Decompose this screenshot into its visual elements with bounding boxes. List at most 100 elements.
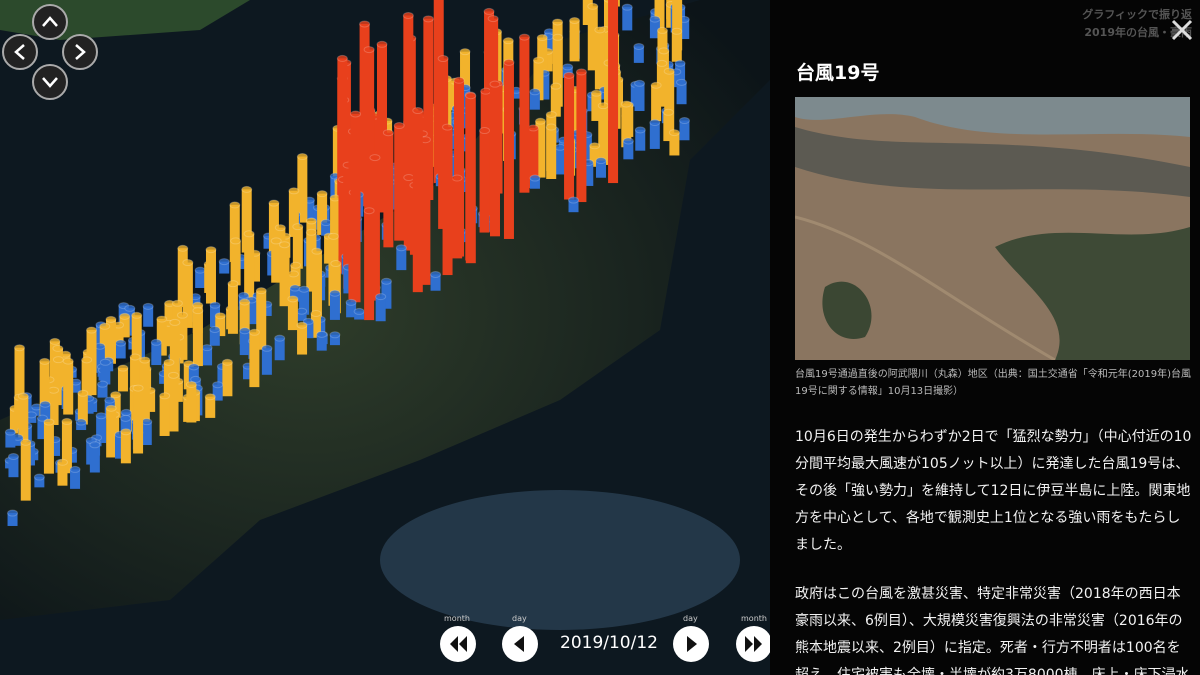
rain-column: [589, 142, 601, 167]
rain-column: [650, 81, 662, 122]
prev-day-button[interactable]: [502, 626, 538, 662]
rain-column: [194, 266, 206, 288]
photo-caption: 台風19号通過直後の阿武隈川（丸森）地区（出典：国土交通省「令和元年(2019年…: [795, 369, 1191, 397]
rain-column: [287, 295, 299, 331]
rain-column: [39, 357, 51, 431]
next-day-button[interactable]: [673, 626, 709, 662]
rain-column: [395, 244, 407, 271]
rain-column: [142, 302, 154, 327]
rain-column: [227, 280, 239, 334]
rain-column: [302, 317, 314, 339]
rain-column: [61, 417, 73, 474]
rain-column: [296, 153, 308, 223]
rain-column: [568, 196, 580, 213]
panel-title: 台風19号: [796, 62, 880, 84]
rain-column: [255, 287, 267, 350]
rain-column: [633, 42, 645, 63]
rain-column: [110, 391, 122, 418]
rain-column: [330, 260, 342, 314]
rain-column: [270, 237, 282, 283]
rain-column: [552, 33, 564, 107]
rain-column: [36, 414, 48, 440]
rain-column: [115, 339, 127, 359]
rain-column: [453, 76, 465, 257]
rain-column: [124, 304, 136, 336]
rain-column: [656, 59, 668, 107]
rain-column: [132, 384, 144, 454]
nav-up[interactable]: [32, 4, 68, 40]
rain-column: [663, 67, 675, 133]
rain-column: [590, 89, 602, 121]
next-month-label: month: [741, 614, 767, 623]
rain-column: [393, 122, 405, 241]
rain-column: [105, 315, 117, 364]
rain-column: [243, 230, 255, 301]
map: [0, 0, 770, 675]
rain-column: [329, 289, 341, 320]
rain-column: [48, 386, 60, 426]
rain-column: [139, 356, 151, 426]
rain-column: [403, 174, 415, 251]
rain-columns: [4, 0, 690, 526]
rain-column: [75, 418, 87, 431]
paragraph: 10月6日の発生からわずか2日で「猛烈な勢力」（中心付近の10分間平均最大風速が…: [795, 429, 1192, 553]
rain-column: [13, 344, 25, 408]
rain-column: [168, 371, 180, 432]
rain-column: [119, 312, 131, 338]
rain-column: [678, 117, 690, 141]
rain-column: [69, 465, 81, 489]
rain-column: [353, 307, 365, 320]
rain-column: [268, 199, 280, 270]
rain-column: [442, 123, 454, 276]
prev-month-button[interactable]: [440, 626, 476, 662]
rain-column: [363, 46, 375, 236]
nav-left[interactable]: [2, 34, 38, 70]
next-day-label: day: [683, 614, 698, 623]
nav-down[interactable]: [32, 64, 68, 100]
rain-column: [451, 174, 463, 259]
rain-column: [7, 452, 19, 478]
rain-column: [534, 117, 546, 178]
rain-column: [634, 79, 646, 111]
rain-column: [412, 107, 424, 293]
rain-column: [159, 392, 171, 436]
rain-column: [77, 389, 89, 425]
next-month-button[interactable]: [736, 626, 770, 662]
prev-day-label: day: [512, 614, 527, 623]
rain-column: [375, 293, 387, 322]
rain-column: [117, 364, 129, 392]
rain-column: [182, 259, 194, 328]
rain-column: [4, 428, 16, 448]
rain-column: [329, 331, 341, 346]
rain-column: [597, 102, 609, 165]
rain-column: [156, 315, 168, 356]
rain-column: [595, 157, 607, 178]
rain-column: [569, 16, 581, 62]
rain-column: [141, 418, 153, 446]
rain-column: [192, 307, 204, 367]
rain-column: [311, 247, 323, 318]
rain-column: [205, 246, 217, 304]
side-panel: グラフィックで振り返 2019年の台風・豪雨 台風19号 台風19号通過直後の阿…: [770, 0, 1200, 675]
rain-column: [465, 92, 477, 264]
rain-column: [43, 418, 55, 474]
rain-column: [89, 441, 101, 473]
rain-column: [20, 438, 32, 501]
close-button[interactable]: [1170, 18, 1194, 42]
rain-column: [575, 68, 587, 203]
rain-column: [350, 110, 362, 303]
rain-column: [218, 258, 230, 274]
rain-column: [587, 2, 599, 71]
rain-column: [105, 404, 117, 458]
rain-column: [150, 338, 162, 366]
rain-column: [336, 54, 348, 251]
rain-column: [201, 344, 213, 366]
rain-column: [120, 414, 132, 439]
rain-column: [239, 298, 251, 345]
rain-column: [649, 15, 661, 39]
rain-column: [380, 277, 392, 309]
current-date: 2019/10/12: [560, 633, 658, 653]
nav-right[interactable]: [62, 34, 98, 70]
site-subtitle: 2019年の台風・豪雨: [1084, 26, 1192, 39]
